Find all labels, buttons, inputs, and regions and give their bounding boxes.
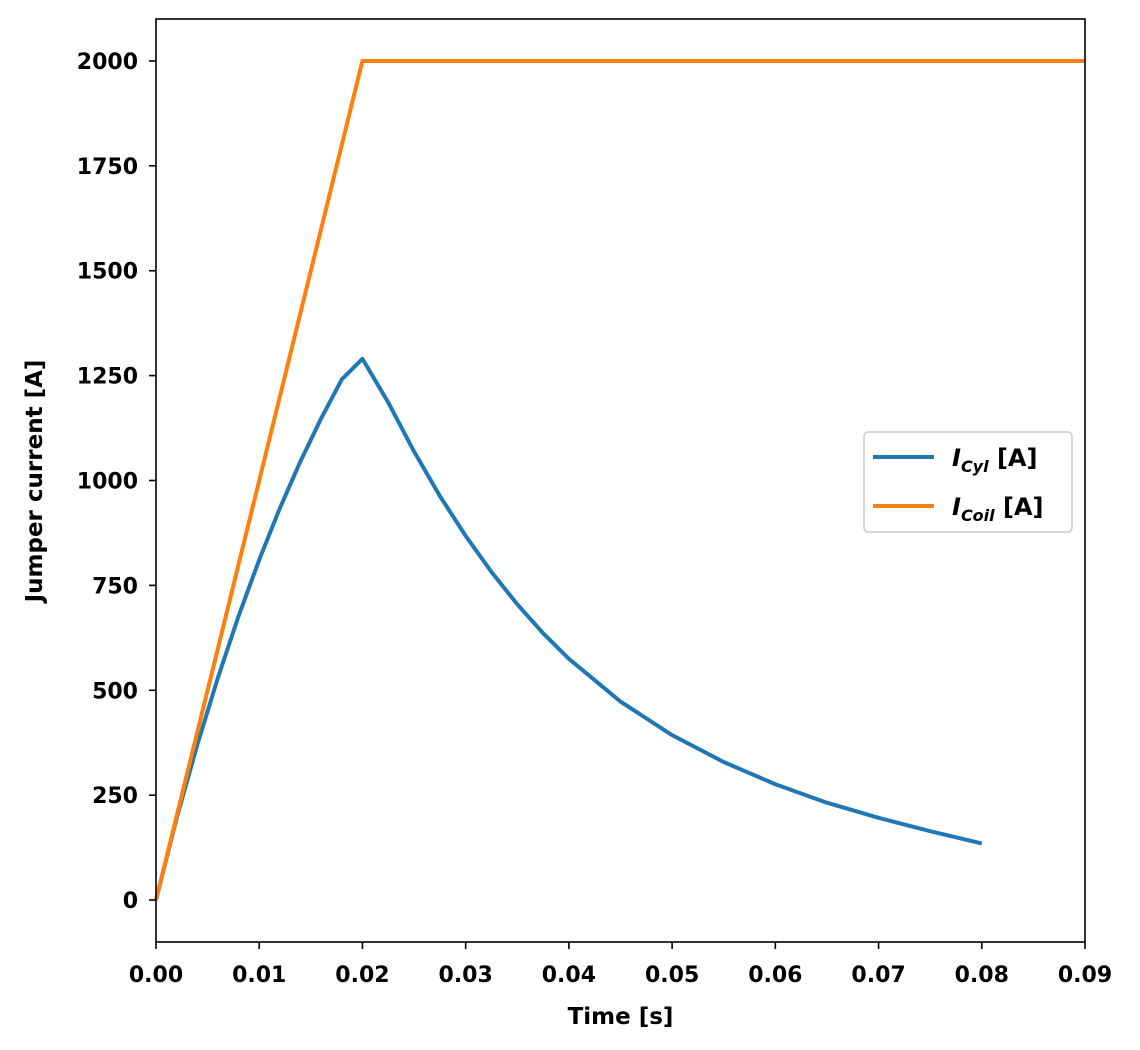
x-tick-label: 0.00 (129, 963, 183, 988)
x-tick-label: 0.06 (748, 963, 802, 988)
x-axis-ticks: 0.00 0.01 0.02 0.03 0.04 0.05 0.06 0.07 0.08 0.09 (129, 942, 1112, 988)
y-tick-label: 1500 (77, 260, 138, 285)
x-tick-label: 0.08 (955, 963, 1009, 988)
x-tick-label: 0.02 (335, 963, 389, 988)
x-tick-label: 0.01 (232, 963, 286, 988)
legend-label-coil: ICoil [A] (952, 493, 1044, 525)
y-tick-label: 250 (92, 784, 138, 809)
legend-label-cyl: ICyl [A] (952, 444, 1037, 476)
y-axis-label: Jumper current [A] (22, 360, 48, 605)
y-tick-label: 1000 (77, 470, 138, 495)
x-tick-label: 0.09 (1058, 963, 1112, 988)
x-tick-label: 0.05 (645, 963, 699, 988)
series-line-cyl (154, 356, 983, 901)
x-tick-label: 0.03 (439, 963, 493, 988)
y-tick-label: 2000 (77, 50, 138, 75)
series-layer (154, 58, 1085, 901)
series-line-coil (154, 58, 1085, 901)
x-axis-label: Time [s] (568, 1004, 674, 1030)
y-tick-label: 1250 (77, 365, 138, 390)
y-tick-label: 500 (92, 679, 138, 704)
y-tick-label: 750 (92, 574, 138, 599)
y-axis-ticks: 0 250 500 750 1000 1250 1500 1750 2000 (77, 50, 156, 914)
y-tick-label: 0 (123, 889, 138, 914)
y-tick-label: 1750 (77, 155, 138, 180)
x-tick-label: 0.04 (542, 963, 596, 988)
legend: ICyl [A] ICoil [A] (863, 431, 1073, 533)
x-tick-label: 0.07 (851, 963, 905, 988)
